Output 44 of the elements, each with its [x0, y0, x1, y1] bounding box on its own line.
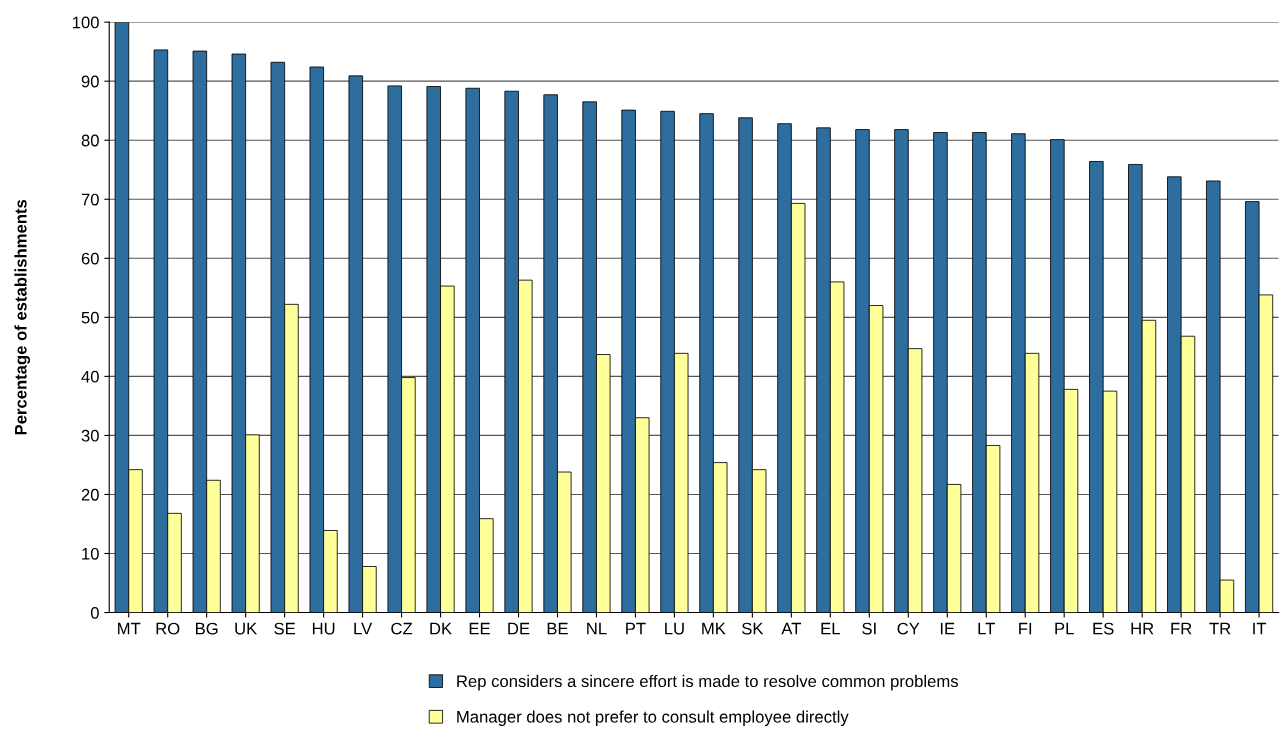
x-tick-label: IT	[1253, 622, 1267, 635]
x-tick-label: MK	[702, 622, 726, 635]
x-tick-label: HU	[312, 622, 335, 635]
x-tick-label: IE	[940, 622, 955, 635]
y-tick-label: 10	[82, 547, 99, 560]
x-tick-label: DK	[430, 622, 452, 635]
legend-label: Manager does not prefer to consult employee directly	[457, 710, 849, 727]
x-tick-label: AT	[781, 622, 801, 635]
x-tick-label: TR	[1209, 622, 1231, 635]
x-tick-label: DE	[508, 622, 530, 635]
x-tick-label: BG	[196, 622, 218, 635]
y-tick-label: 100	[72, 16, 99, 29]
x-tick-label: CY	[897, 622, 920, 635]
x-tick-label: MT	[118, 622, 141, 635]
x-tick-label: SI	[862, 622, 876, 635]
x-tick-label: UK	[235, 622, 258, 635]
x-tick-label: PL	[1055, 622, 1074, 635]
x-tick-label: LT	[978, 622, 995, 635]
x-tick-label: BE	[547, 622, 568, 635]
x-tick-label: HR	[1131, 622, 1154, 635]
y-tick-label: 80	[81, 134, 99, 147]
x-tick-label: PT	[626, 622, 646, 635]
x-tick-label: CZ	[391, 622, 413, 635]
y-tick-label: 90	[81, 75, 99, 88]
y-tick-label: 30	[81, 429, 99, 442]
x-tick-label: ES	[1093, 622, 1114, 635]
x-tick-label: FR	[1171, 622, 1192, 635]
x-tick-label: SE	[274, 622, 296, 635]
legend-label: Rep considers a sincere effort is made to resolve common problems	[457, 674, 958, 691]
y-tick-label: 50	[81, 311, 99, 324]
y-tick-label: 60	[81, 252, 99, 265]
x-tick-label: EE	[469, 622, 490, 635]
x-tick-label: SK	[742, 622, 764, 635]
x-tick-label: FI	[1019, 622, 1032, 635]
x-tick-label: RO	[156, 622, 180, 635]
y-tick-label: 40	[81, 370, 99, 383]
x-tick-label: LV	[354, 622, 373, 635]
y-axis-title: Percentage of establishments	[14, 199, 31, 435]
x-tick-label: NL	[587, 622, 607, 635]
y-tick-label: 70	[81, 193, 99, 206]
x-tick-label: LU	[665, 622, 684, 635]
x-tick-label: EL	[821, 622, 840, 635]
y-tick-label: 20	[81, 488, 99, 501]
y-tick-label: 0	[90, 606, 99, 619]
